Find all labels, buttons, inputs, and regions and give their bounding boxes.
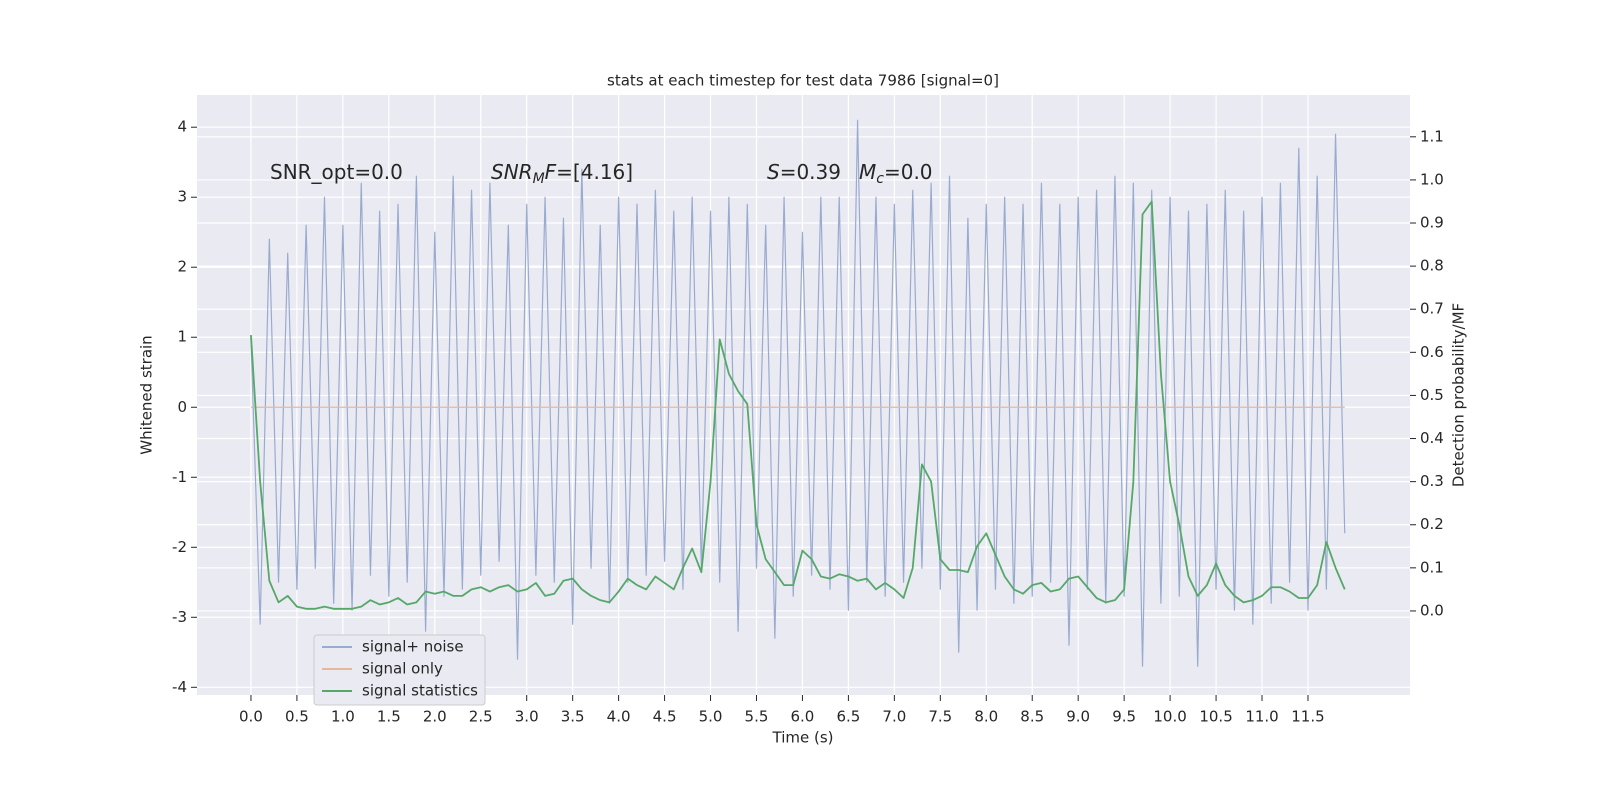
x-tick-label: 0.0: [239, 708, 263, 726]
y-tick-label: 4: [177, 118, 187, 136]
y2-tick-label: 0.6: [1420, 343, 1444, 361]
annotation-part: M: [859, 160, 876, 184]
chart-title: stats at each timestep for test data 798…: [607, 72, 999, 90]
annotation-part: F: [545, 160, 557, 184]
x-tick-label: 6.5: [836, 708, 860, 726]
y2-tick-label: 1.1: [1420, 127, 1444, 145]
x-tick-label: 5.5: [745, 708, 769, 726]
annotation: S=0.39: [767, 160, 841, 184]
annotation: Mc=0.0: [859, 160, 933, 188]
annotation-part: =[4.16]: [556, 160, 633, 184]
x-tick-label: 3.5: [561, 708, 585, 726]
y2-tick-label: 0.9: [1420, 214, 1444, 232]
series-line: [250, 200, 1346, 610]
x-tick-label: 4.5: [653, 708, 677, 726]
x-tick-label: 8.5: [1020, 708, 1044, 726]
annotation-part: M: [533, 171, 545, 187]
annotation-part: SNR_opt=0.0: [270, 160, 403, 184]
y2-tick-label: 0.1: [1420, 558, 1444, 576]
x-tick-label: 5.0: [699, 708, 723, 726]
y2-tick-label: 0.5: [1420, 386, 1444, 404]
x-tick-label: 9.5: [1112, 708, 1136, 726]
x-tick-label: 2.0: [423, 708, 447, 726]
annotation-part: =0.39: [780, 160, 841, 184]
x-tick-label: 1.0: [331, 708, 355, 726]
y2-tick-label: 1.0: [1420, 170, 1444, 188]
x-tick-label: 1.5: [377, 708, 401, 726]
y-tick-label: -2: [172, 538, 187, 556]
legend: signal+ noise signal only signal statistic…: [313, 634, 486, 706]
x-tick-label: 3.0: [515, 708, 539, 726]
y-tick-label: 3: [177, 188, 187, 206]
annotation-part: SNR: [491, 160, 533, 184]
legend-label: signal only: [362, 660, 443, 678]
x-tick-label: 9.0: [1066, 708, 1090, 726]
legend-label: signal statistics: [362, 682, 478, 700]
annotation-part: =0.0: [884, 160, 933, 184]
x-tick-label: 7.5: [928, 708, 952, 726]
y2-tick-label: 0.7: [1420, 300, 1444, 318]
y2-tick-label: 0.4: [1420, 429, 1444, 447]
y-tick-label: -4: [172, 678, 187, 696]
x-tick-label: 6.0: [791, 708, 815, 726]
x-tick-label: 4.0: [607, 708, 631, 726]
y2-tick-label: 0.0: [1420, 601, 1444, 619]
annotation: SNR_opt=0.0: [270, 160, 403, 184]
annotation: SNRMF=[4.16]: [491, 160, 633, 188]
y2-tick-label: 0.8: [1420, 257, 1444, 275]
x-tick-label: 11.0: [1245, 708, 1278, 726]
series-line: [250, 119, 1346, 667]
x-tick-label: 0.5: [285, 708, 309, 726]
x-axis-label: Time (s): [772, 729, 834, 747]
annotation-part: S: [767, 160, 780, 184]
y2-axis-label: Detection probability/MF: [1450, 303, 1468, 487]
y-tick-label: -1: [172, 468, 187, 486]
x-tick-label: 10.0: [1153, 708, 1186, 726]
y-tick-label: -3: [172, 608, 187, 626]
y-tick-label: 1: [177, 328, 187, 346]
y2-tick-label: 0.3: [1420, 472, 1444, 490]
y-axis-label: Whitened strain: [138, 335, 156, 454]
x-tick-label: 10.5: [1199, 708, 1232, 726]
x-tick-label: 8.0: [974, 708, 998, 726]
x-tick-label: 7.0: [882, 708, 906, 726]
x-tick-label: 2.5: [469, 708, 493, 726]
y2-tick-label: 0.2: [1420, 515, 1444, 533]
legend-box: [313, 634, 486, 706]
legend-label: signal+ noise: [362, 638, 464, 656]
x-tick-label: 11.5: [1291, 708, 1324, 726]
y-tick-label: 0: [177, 398, 187, 416]
y-tick-label: 2: [177, 258, 187, 276]
annotation-part: c: [876, 171, 884, 187]
